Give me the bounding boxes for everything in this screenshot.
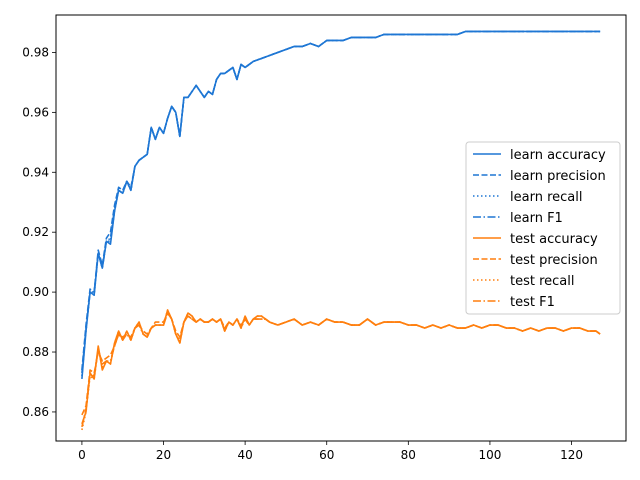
plot-frame <box>55 14 627 442</box>
x-tick-label: 80 <box>401 448 416 462</box>
legend-box <box>465 141 621 315</box>
y-tick-label: 0.88 <box>22 345 49 359</box>
x-tick-label: 120 <box>560 448 583 462</box>
y-tick-label: 0.98 <box>22 45 49 59</box>
x-tick-label: 100 <box>478 448 501 462</box>
axis-ticks: 0 20 40 60 80 100 120 0.86 0.88 0.90 0.92 0.94 0.96 0… <box>22 45 583 462</box>
series-line-learn-f1 <box>81 30 601 374</box>
y-tick-label: 0.86 <box>22 405 49 419</box>
legend-label-test-accuracy: test accuracy <box>510 232 598 247</box>
legend-label-learn-recall: learn recall <box>510 190 582 205</box>
y-tick-label: 0.96 <box>22 105 49 119</box>
y-tick-label: 0.92 <box>22 225 49 239</box>
legend-label-test-f1: test F1 <box>510 295 555 310</box>
x-tick-label: 60 <box>319 448 334 462</box>
legend-label-learn-f1: learn F1 <box>510 211 563 226</box>
y-tick-label: 0.90 <box>22 285 49 299</box>
legend-label-learn-accuracy: learn accuracy <box>510 148 606 163</box>
legend-label-learn-precision: learn precision <box>510 169 606 184</box>
series-line-test-f1 <box>81 312 601 428</box>
legend: learn accuracy learn precision learn recal… <box>465 141 621 315</box>
x-tick-label: 0 <box>78 448 86 462</box>
x-tick-label: 40 <box>237 448 252 462</box>
legend-label-test-recall: test recall <box>510 274 575 289</box>
legend-label-test-precision: test precision <box>510 253 598 268</box>
x-tick-label: 20 <box>156 448 171 462</box>
series-layer <box>81 30 601 431</box>
y-tick-label: 0.94 <box>22 165 49 179</box>
